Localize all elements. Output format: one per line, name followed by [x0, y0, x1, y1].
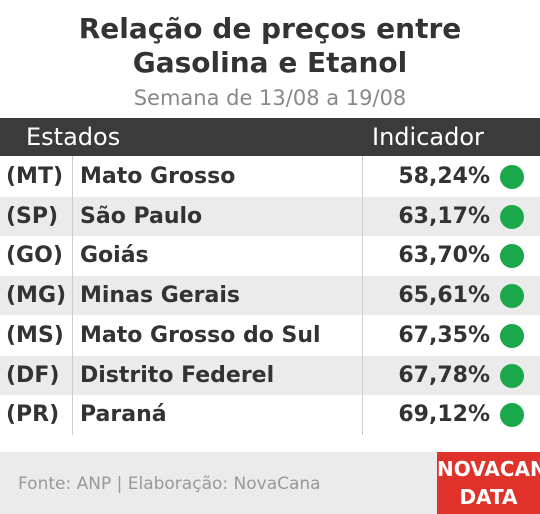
state-name: Distrito Federel	[80, 362, 275, 388]
title: Gasolina e Etanol	[132, 46, 408, 79]
title: Relação de preços entre	[78, 12, 462, 45]
state-code: (SP)	[6, 203, 59, 229]
table-row: (MS) Mato Grosso do Sul 67,35%	[0, 316, 540, 355]
footer: Fonte: ANP | Elaboração: NovaCana NOVACA…	[0, 452, 540, 514]
status-dot	[500, 403, 524, 428]
indicator: 63,17%	[398, 203, 490, 229]
column-header: Estados	[26, 123, 121, 151]
indicator: 63,70%	[398, 243, 490, 269]
state-name: Goiás	[80, 243, 149, 269]
column-separator	[72, 156, 73, 435]
table-row: (MT) Mato Grosso 58,24%	[0, 157, 540, 196]
indicator: 69,12%	[398, 402, 490, 428]
indicator: 67,78%	[398, 362, 490, 388]
logo: NOVACANA DATA	[437, 452, 540, 514]
source: Fonte: ANP | Elaboração: NovaCana	[18, 474, 321, 494]
state-code: (PR)	[6, 402, 60, 428]
indicator: 65,61%	[398, 283, 490, 309]
table-row: (DF) Distrito Federel 67,78%	[0, 355, 540, 395]
status-dot	[500, 204, 524, 229]
table-row: (SP) São Paulo 63,17%	[0, 196, 540, 236]
state-name: Mato Grosso do Sul	[80, 322, 321, 348]
state-name: Minas Gerais	[80, 283, 241, 309]
indicator: 67,35%	[398, 322, 490, 348]
state-name: Paraná	[80, 402, 167, 428]
state-name: São Paulo	[80, 203, 203, 229]
state-name: Mato Grosso	[80, 164, 236, 189]
state-code: (GO)	[6, 243, 63, 269]
column-header: Indicador	[372, 123, 484, 151]
table-row: (PR) Paraná 69,12%	[0, 395, 540, 434]
status-dot	[500, 323, 524, 348]
state-code: (MT)	[6, 164, 64, 189]
state-code: (MS)	[6, 322, 64, 348]
state-code: (DF)	[6, 362, 60, 388]
status-dot	[500, 284, 524, 309]
status-dot	[500, 244, 524, 269]
table-row: (GO) Goiás 63,70%	[0, 236, 540, 275]
subtitle: Semana de 13/08 a 19/08	[133, 86, 407, 110]
state-code: (MG)	[6, 283, 67, 309]
logo-text: DATA	[459, 485, 518, 509]
table-header: Estados Indicador	[0, 118, 540, 156]
status-dot	[500, 165, 524, 189]
column-separator	[362, 156, 363, 435]
logo-text: NOVACANA	[437, 457, 540, 481]
indicator: 58,24%	[398, 164, 490, 189]
table-row: (MG) Minas Gerais 65,61%	[0, 276, 540, 316]
status-dot	[500, 363, 524, 388]
